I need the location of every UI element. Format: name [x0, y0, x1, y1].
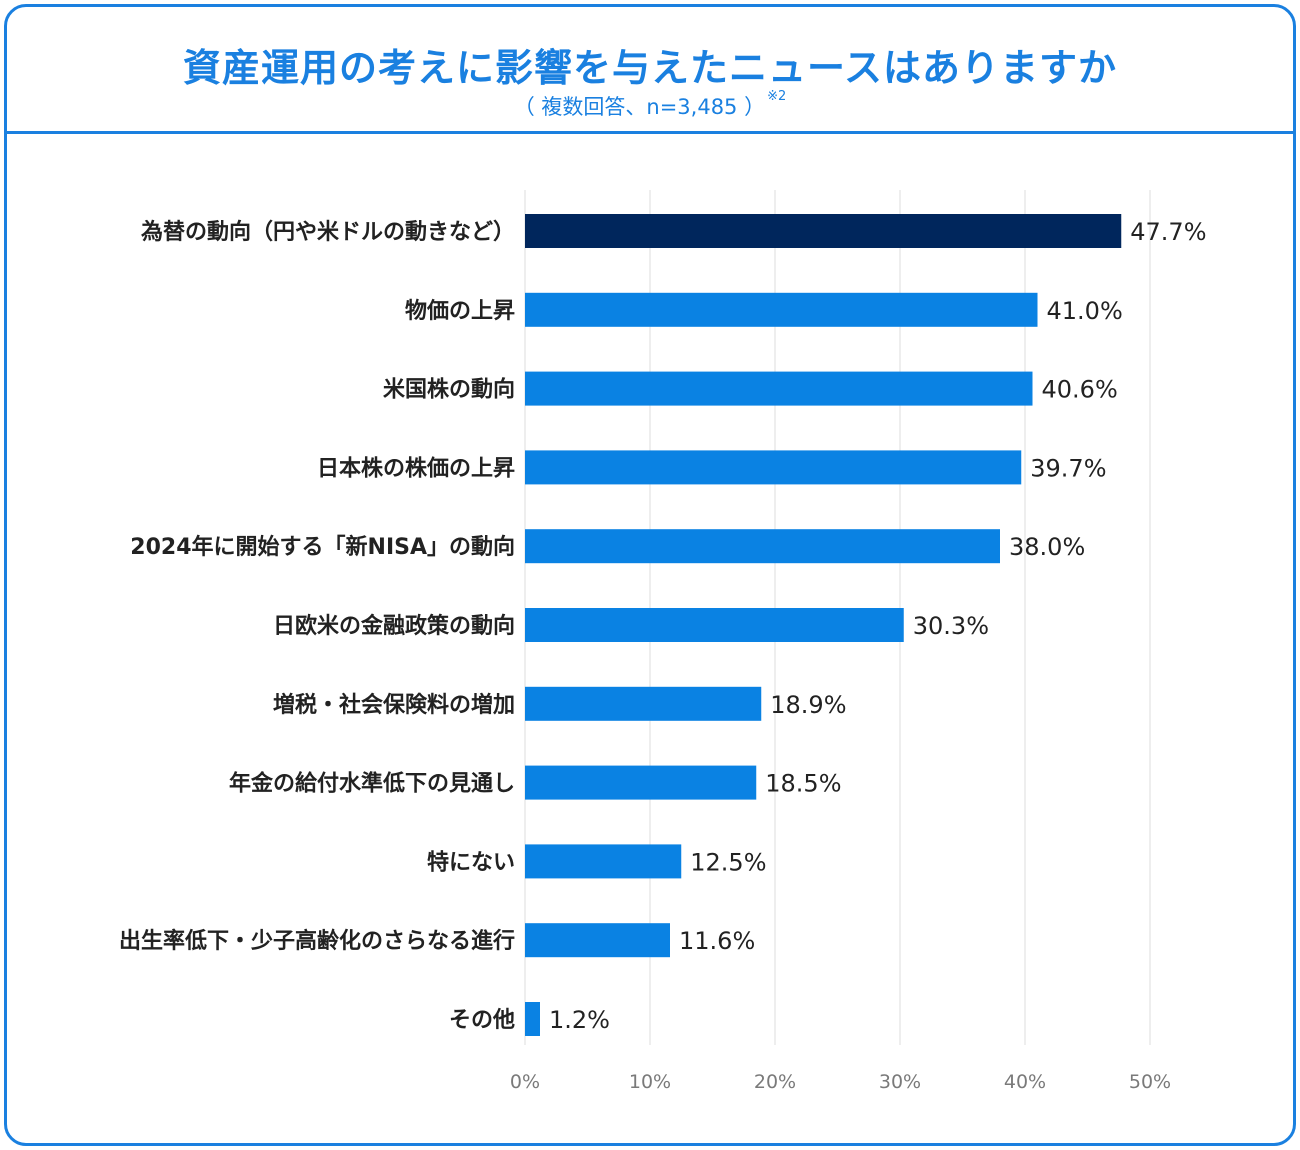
category-label: 出生率低下・少子高齢化のさらなる進行 — [119, 928, 515, 954]
bar — [525, 1002, 540, 1036]
value-label: 18.9% — [770, 691, 846, 719]
x-tick-label: 0% — [510, 1071, 540, 1093]
bar — [525, 686, 762, 721]
category-label: 年金の給付水準低下の見通し — [229, 771, 515, 797]
value-label: 1.2% — [549, 1006, 610, 1034]
value-label: 30.3% — [913, 612, 989, 640]
category-label: 増税・社会保険料の増加 — [273, 692, 515, 718]
x-tick-label: 40% — [1004, 1071, 1046, 1093]
category-label: 特にない — [427, 849, 515, 875]
subtitle-text: （ 複数回答、n=3,485 ） — [513, 95, 766, 119]
x-tick-label: 20% — [754, 1071, 796, 1093]
bar — [525, 292, 1038, 327]
value-label: 41.0% — [1047, 297, 1123, 325]
chart-subtitle: （ 複数回答、n=3,485 ） ※2 — [7, 89, 1293, 121]
category-label: 物価の上昇 — [405, 298, 515, 324]
x-tick-label: 10% — [629, 1071, 671, 1093]
note-mark: ※2 — [767, 89, 787, 104]
value-label: 18.5% — [765, 770, 841, 798]
value-label: 47.7% — [1130, 218, 1206, 246]
category-label: 2024年に開始する「新NISA」の動向 — [130, 534, 515, 560]
x-tick-label: 50% — [1129, 1071, 1171, 1093]
category-label: 日本株の株価の上昇 — [317, 456, 515, 481]
bar — [525, 371, 1033, 406]
chart-header: 資産運用の考えに影響を与えたニュースはありますか （ 複数回答、n=3,485 … — [7, 7, 1293, 134]
value-label: 38.0% — [1009, 533, 1085, 561]
bar — [525, 608, 904, 642]
category-label: 米国株の動向 — [383, 377, 515, 403]
bar — [525, 844, 682, 879]
value-label: 12.5% — [690, 848, 766, 876]
bar — [525, 529, 1000, 564]
bar — [525, 923, 670, 958]
bar — [525, 450, 1022, 485]
category-label: 日欧米の金融政策の動向 — [273, 613, 515, 639]
chart-title: 資産運用の考えに影響を与えたニュースはありますか — [182, 46, 1118, 90]
x-tick-label: 30% — [879, 1071, 921, 1093]
value-label: 40.6% — [1042, 376, 1118, 404]
bar — [525, 214, 1122, 248]
value-label: 39.7% — [1030, 454, 1106, 482]
category-label: 為替の動向（円や米ドルの動きなど） — [141, 219, 515, 245]
bar — [525, 765, 757, 800]
category-label: その他 — [449, 1008, 515, 1033]
value-label: 11.6% — [679, 927, 755, 955]
